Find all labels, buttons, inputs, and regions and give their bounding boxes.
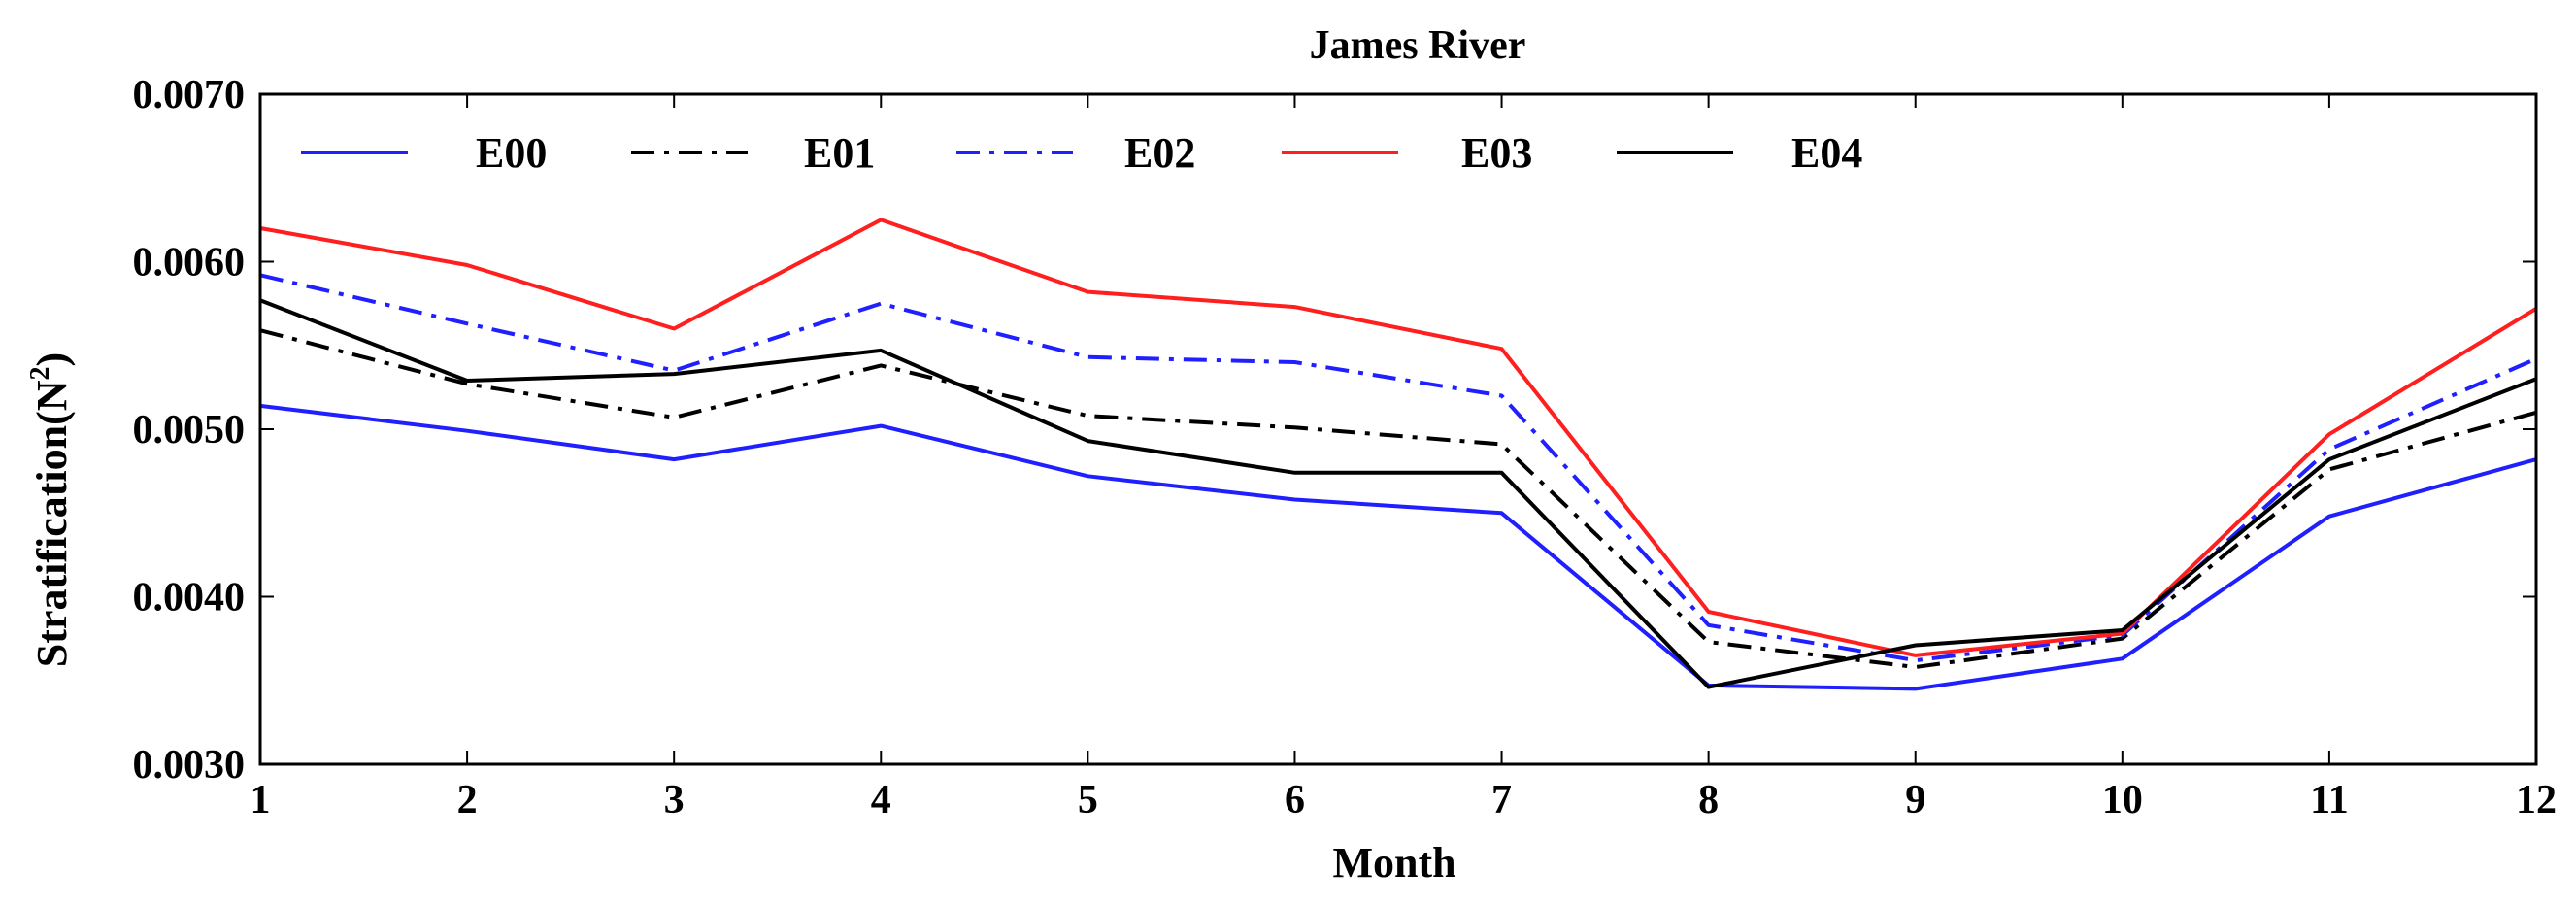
x-tick-label: 8: [1698, 778, 1719, 822]
chart-title: James River: [1310, 23, 1526, 68]
y-tick-label: 0.0060: [133, 241, 246, 285]
y-tick-label: 0.0050: [133, 408, 246, 452]
legend-label-e00: E00: [476, 129, 547, 177]
x-tick-label: 11: [2310, 778, 2349, 822]
x-tick-label: 5: [1078, 778, 1098, 822]
legend: E00 E01 E02 E03 E04: [301, 129, 1862, 177]
series-line-e04: [259, 298, 2537, 689]
x-tick-label: 7: [1491, 778, 1512, 822]
x-tick-label: 9: [1905, 778, 1925, 822]
y-axis-label: Stratification(N2): [25, 352, 76, 667]
legend-label-e03: E03: [1461, 129, 1532, 177]
y-axis-label-close: ): [28, 352, 76, 367]
series-lines: [259, 218, 2538, 691]
series-line-e00: [259, 403, 2537, 691]
legend-label-e04: E04: [1791, 129, 1862, 177]
y-axis-label-superscript: 2: [25, 366, 55, 380]
x-tick-label: 1: [251, 778, 271, 822]
x-tick-label: 3: [664, 778, 685, 822]
plot-frame: [258, 92, 2538, 766]
series-line-e01: [259, 328, 2537, 669]
x-tick-label: 2: [457, 778, 478, 822]
legend-label-e01: E01: [804, 129, 875, 177]
legend-label-e02: E02: [1124, 129, 1195, 177]
x-tick-label: 4: [871, 778, 891, 822]
svg-text:Stratification(N2): Stratification(N2): [25, 352, 76, 667]
x-tick-label: 6: [1285, 778, 1305, 822]
y-tick-label: 0.0070: [133, 73, 246, 117]
y-axis-label-main: Stratification(N: [28, 380, 76, 667]
y-tick-label: 0.0040: [133, 576, 246, 620]
x-axis-label: Month: [1332, 839, 1455, 887]
series-line-e02: [259, 273, 2537, 663]
axis-ticks: 1 2 3 4 5 6 7 8 9 10 11 120.00300.00400.00500.00600…: [133, 73, 2558, 822]
y-tick-label: 0.0030: [133, 743, 246, 788]
x-tick-label: 12: [2516, 778, 2557, 822]
x-tick-label: 10: [2102, 778, 2143, 822]
